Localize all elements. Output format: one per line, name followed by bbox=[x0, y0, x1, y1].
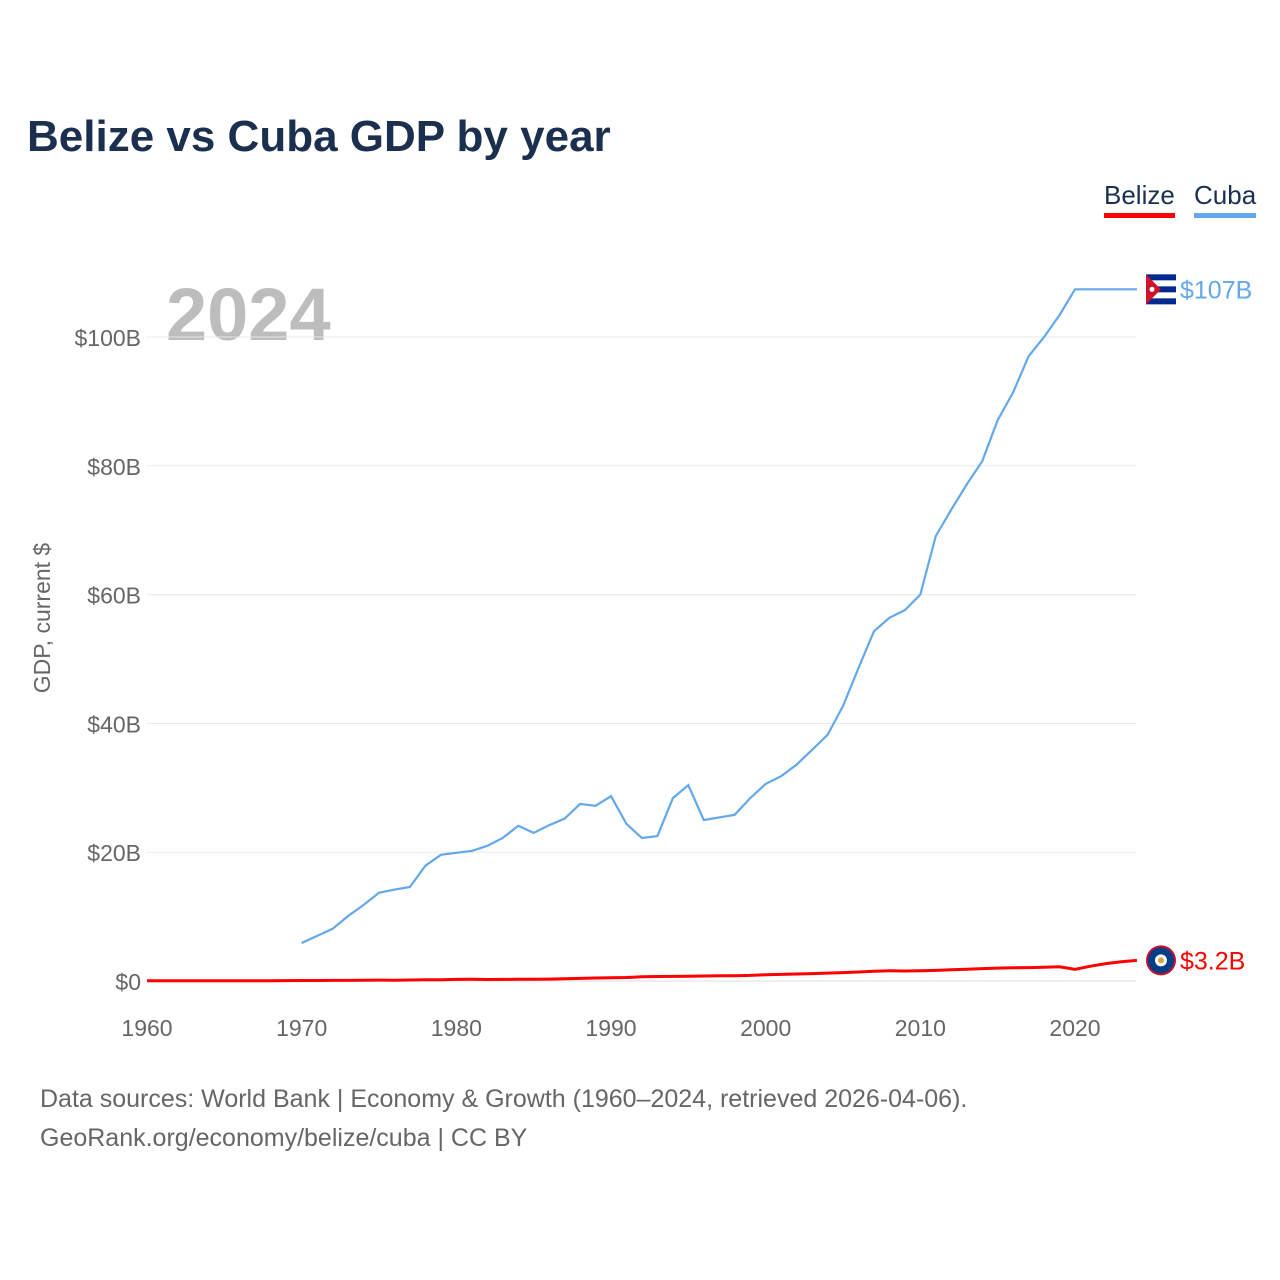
source-link[interactable]: GeoRank.org/economy/belize/cuba | CC BY bbox=[40, 1124, 528, 1152]
y-tick-label: $80B bbox=[87, 454, 141, 480]
belize-flag-icon bbox=[1146, 945, 1176, 976]
legend-belize[interactable]: Belize bbox=[1104, 180, 1175, 218]
source-text: Data sources: World Bank | Economy & Gro… bbox=[40, 1085, 968, 1113]
y-tick-label: $100B bbox=[74, 325, 141, 351]
series-line-belize bbox=[147, 958, 1138, 983]
x-tick-label: 1970 bbox=[276, 1015, 327, 1041]
x-tick-label: 2010 bbox=[895, 1015, 946, 1041]
x-tick-label: 2020 bbox=[1049, 1015, 1100, 1041]
y-axis-label: GDP, current $ bbox=[29, 543, 55, 694]
cuba-flag-icon bbox=[1146, 274, 1176, 305]
y-tick-label: $40B bbox=[87, 711, 141, 737]
x-tick-label: 1990 bbox=[585, 1015, 636, 1041]
end-value-label-belize: $3.2B bbox=[1180, 947, 1245, 975]
year-watermark: 2024 bbox=[166, 273, 331, 356]
x-tick-label: 1980 bbox=[431, 1015, 482, 1041]
y-tick-label: $20B bbox=[87, 840, 141, 866]
chart-title: Belize vs Cuba GDP by year bbox=[27, 112, 611, 161]
x-tick-label: 2000 bbox=[740, 1015, 791, 1041]
y-tick-label: $60B bbox=[87, 583, 141, 609]
y-tick-label: $0 bbox=[115, 969, 141, 995]
series-line-cuba bbox=[301, 288, 1137, 944]
end-value-label-cuba: $107B bbox=[1180, 276, 1252, 304]
legend-cuba[interactable]: Cuba bbox=[1194, 180, 1257, 218]
x-tick-label: 1960 bbox=[121, 1015, 172, 1041]
